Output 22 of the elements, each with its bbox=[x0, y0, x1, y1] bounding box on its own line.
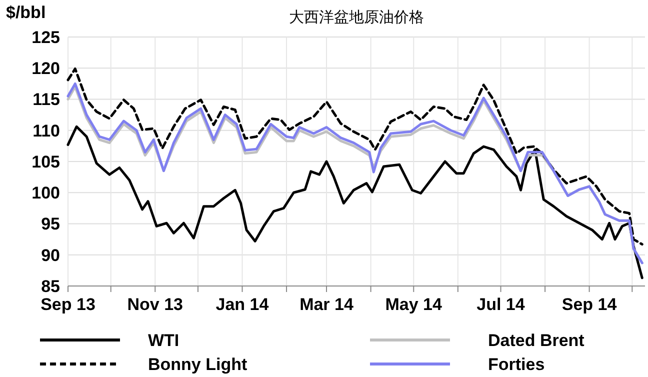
y-tick-label: 100 bbox=[32, 184, 60, 203]
x-tick-label: Sep 13 bbox=[40, 295, 96, 314]
legend-label: WTI bbox=[148, 330, 180, 350]
x-tick-label: Mar 14 bbox=[300, 295, 354, 314]
x-tick-label: May 14 bbox=[385, 295, 443, 314]
y-tick-label: 105 bbox=[32, 152, 60, 172]
x-tick-label: Nov 13 bbox=[127, 295, 183, 314]
legend-label: Dated Brent bbox=[488, 330, 585, 350]
y-tick-label: 120 bbox=[32, 59, 60, 78]
x-tick-label: Jul 14 bbox=[476, 295, 526, 314]
y-tick-label: 110 bbox=[32, 121, 60, 140]
chart-title: 大西洋盆地原油价格 bbox=[289, 9, 424, 26]
y-tick-label: 115 bbox=[32, 90, 60, 110]
x-tick-label: Sep 14 bbox=[562, 295, 618, 314]
y-tick-label: 90 bbox=[41, 246, 60, 265]
y-axis-title: $/bbl bbox=[6, 3, 46, 22]
legend-label: Forties bbox=[488, 354, 545, 374]
legend-label: Bonny Light bbox=[148, 354, 248, 374]
y-tick-label: 125 bbox=[32, 28, 60, 47]
y-tick-label: 85 bbox=[41, 276, 60, 296]
y-tick-label: 95 bbox=[41, 214, 60, 234]
x-tick-label: Jan 14 bbox=[216, 295, 270, 314]
